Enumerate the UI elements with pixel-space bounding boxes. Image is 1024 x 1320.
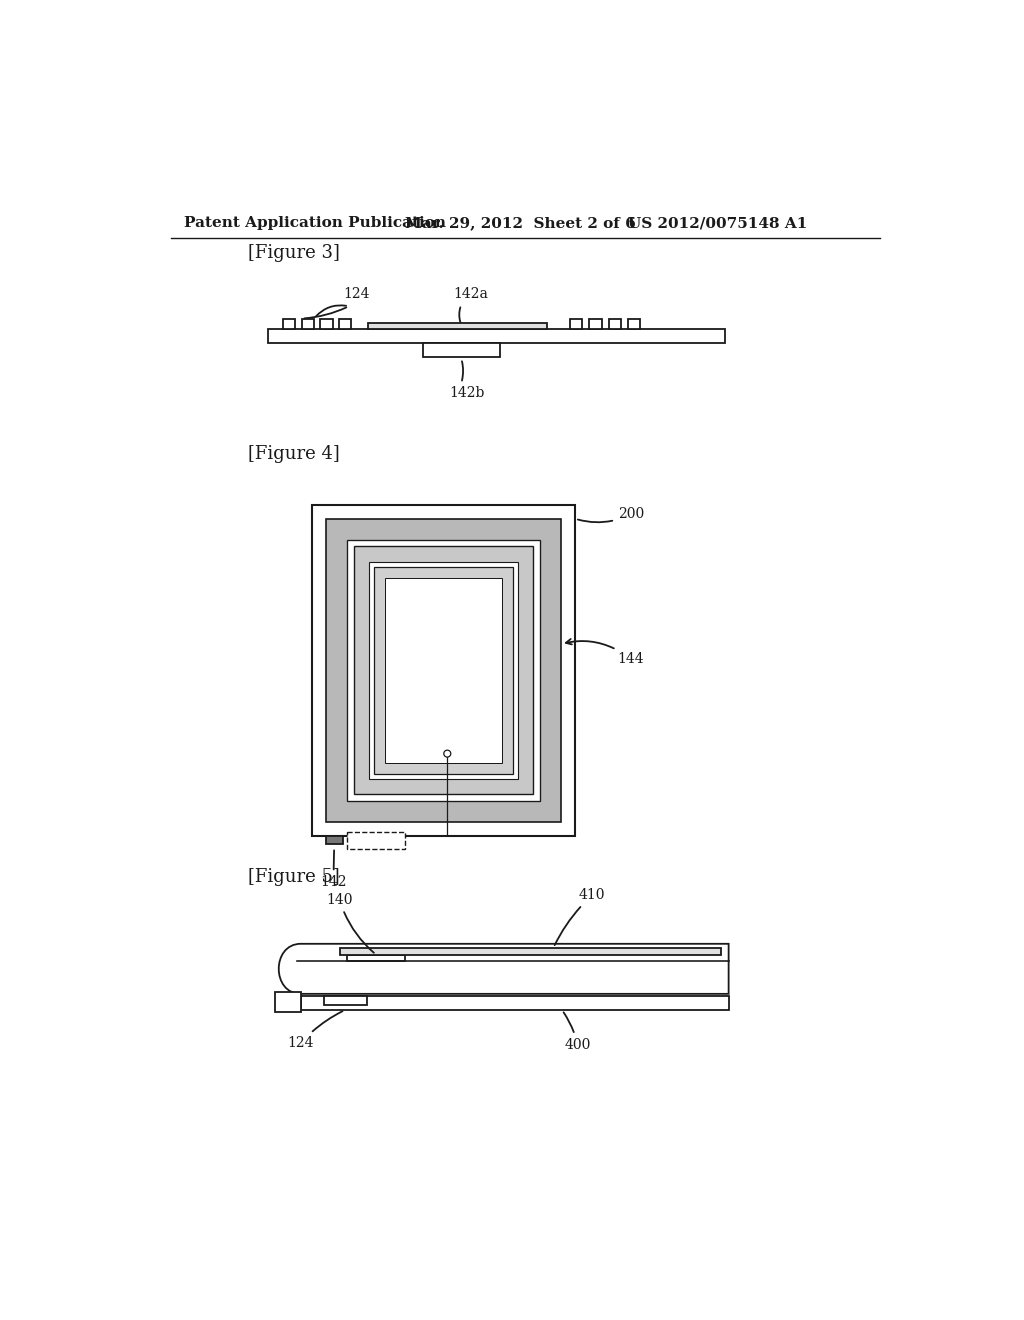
Bar [589,318,601,330]
Bar [326,836,343,843]
Bar [628,318,640,330]
Bar [326,519,561,822]
Bar [608,318,621,330]
Text: US 2012/0075148 A1: US 2012/0075148 A1 [628,216,807,230]
Bar [321,318,333,330]
Bar [385,578,502,763]
Bar [311,506,575,836]
Circle shape [443,750,451,758]
Bar [569,318,583,330]
Bar [267,330,725,343]
Bar [326,519,561,822]
Bar [385,578,502,763]
Text: 142b: 142b [450,387,485,400]
Text: 144: 144 [566,639,644,667]
Text: 142: 142 [321,850,347,890]
Bar [369,562,518,779]
Text: 124: 124 [343,286,370,301]
Bar [339,318,351,330]
Text: 140: 140 [327,892,374,953]
Text: 200: 200 [578,507,644,523]
Text: 124: 124 [288,1011,342,1049]
Bar [275,993,301,1012]
Text: Mar. 29, 2012  Sheet 2 of 6: Mar. 29, 2012 Sheet 2 of 6 [406,216,636,230]
Bar [369,562,518,779]
Text: [Figure 3]: [Figure 3] [248,244,340,263]
Bar [340,948,721,954]
Bar [301,997,729,1010]
Bar [369,323,547,330]
PathPatch shape [279,944,729,994]
Bar [324,997,367,1006]
Bar [302,318,314,330]
Bar [347,954,406,961]
Text: Patent Application Publication: Patent Application Publication [183,216,445,230]
Text: [Figure 4]: [Figure 4] [248,445,340,463]
Text: 400: 400 [563,1012,591,1052]
Bar [423,343,500,358]
Text: [Figure 5]: [Figure 5] [248,869,340,886]
Bar [353,546,534,795]
Text: 142a: 142a [454,286,488,301]
Bar [347,540,540,800]
Bar [283,318,295,330]
Bar [374,566,513,775]
Bar [347,540,540,800]
Bar [346,832,404,849]
Text: 410: 410 [555,888,605,945]
